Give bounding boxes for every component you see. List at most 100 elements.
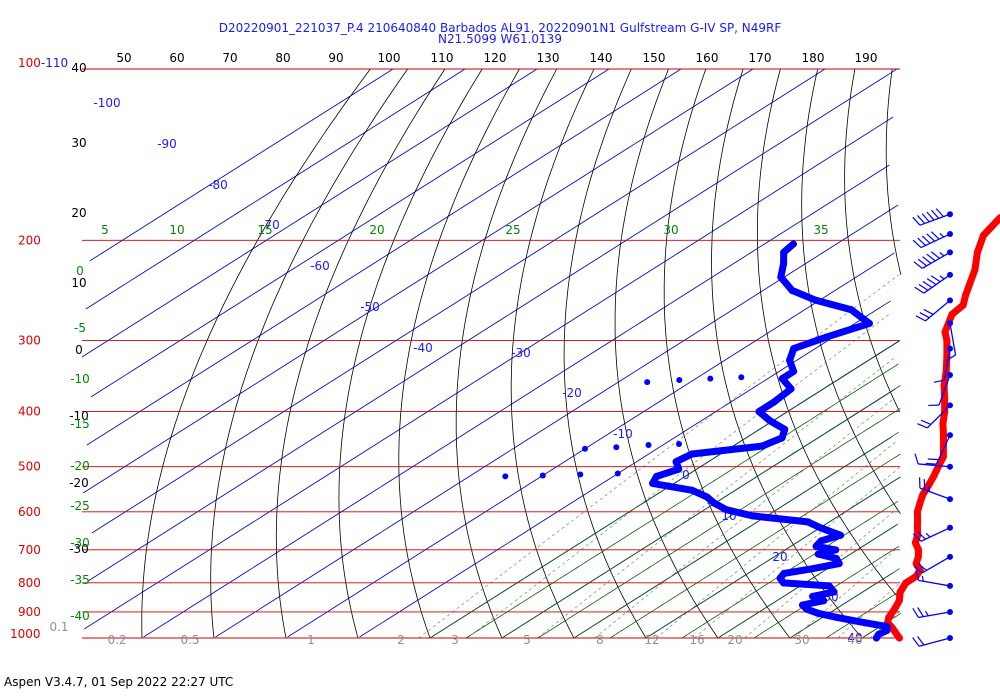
isotherm-line: [287, 252, 895, 638]
wind-barb-staff: [943, 348, 951, 381]
footer-version: Aspen V3.4.7, 01 Sep 2022 22:27 UTC: [4, 675, 234, 689]
mixing-ratio-line: [694, 466, 901, 639]
isotherm-line: [359, 300, 891, 638]
isotherm-label: -40: [413, 341, 433, 355]
top-scale-label: 110: [431, 51, 454, 65]
dry-adiabat-label: 40: [71, 61, 86, 75]
isotherm-line: [85, 68, 466, 310]
temperature-point: [930, 472, 938, 480]
wind-barb-half-flag: [939, 252, 945, 257]
mixing-ratio-line: [418, 274, 899, 639]
mixing-ratio-label: 20: [727, 633, 742, 647]
wind-barb: [933, 345, 953, 383]
wind-barb: [913, 249, 953, 269]
dewpoint-point: [809, 565, 817, 573]
wind-barb-flag: [921, 213, 930, 223]
wind-barb-flag: [917, 607, 924, 617]
wind-barb-staff: [919, 213, 951, 226]
wind-barb-flag: [930, 251, 940, 259]
wind-barb-half-flag: [921, 575, 924, 582]
wind-barb: [914, 453, 953, 470]
isotherm-line: [91, 68, 826, 534]
wind-barb-half-flag: [939, 275, 945, 280]
temperature-point: [941, 328, 949, 336]
temperature-point: [913, 524, 921, 532]
wind-barb-flag: [926, 211, 935, 221]
wind-barb-flag: [926, 253, 936, 262]
top-scale-label: 170: [749, 51, 772, 65]
top-scale-label: 190: [855, 51, 878, 65]
wind-barb-flag: [914, 286, 925, 294]
moist-left-label: -40: [70, 609, 90, 623]
moist-adiabat-label: 5: [101, 223, 109, 237]
wind-barb-station: [947, 271, 953, 278]
dewpoint-scatter-point: [644, 379, 651, 386]
isotherm-line: [86, 68, 682, 446]
dewpoint-profile-line: [649, 240, 891, 642]
dewpoint-point: [780, 260, 788, 268]
mixing-ratio-label: 3: [451, 633, 459, 647]
wind-barb-flag: [920, 419, 932, 425]
wind-barb: [917, 402, 953, 429]
mixing-ratio-line: [537, 356, 897, 639]
wind-barb-station: [947, 320, 953, 327]
temperature-point: [939, 420, 947, 428]
dry-adiabat-line: [210, 68, 408, 639]
dewpoint-point: [832, 555, 840, 562]
temperature-point: [914, 516, 922, 524]
dry-adiabat-line: [338, 68, 483, 639]
pressure-tick-label: 400: [18, 405, 41, 419]
temperature-point: [973, 248, 981, 256]
temperature-point: [924, 482, 932, 490]
top-scale-label: 120: [484, 51, 507, 65]
wind-barb-staff: [920, 527, 951, 542]
top-scale-label: 90: [328, 51, 343, 65]
dewpoint-point: [847, 306, 855, 314]
mixing-ratio-label: 12: [644, 633, 659, 647]
wind-barb-flag: [917, 423, 928, 429]
wind-barb-flag: [919, 312, 930, 319]
wind-barb-flag: [913, 261, 923, 269]
dewpoint-point: [786, 356, 794, 364]
isotherm-line: [82, 68, 754, 494]
dewpoint-scatter-point: [676, 377, 683, 383]
dewpoint-point: [812, 296, 820, 304]
moist-adiabat-line: [537, 408, 901, 639]
moist-adiabat-label: 25: [505, 223, 520, 237]
isotherm-line: [81, 68, 538, 358]
wind-barb-flag: [917, 237, 926, 246]
dewpoint-scatter-point: [539, 472, 546, 479]
dewpoint-scatter-point: [613, 444, 620, 451]
dewpoint-point: [777, 273, 785, 281]
pressure-tick-label: 800: [18, 576, 41, 590]
moist-adiabat-line: [645, 478, 898, 639]
dewpoint-point: [653, 472, 660, 480]
wind-barb-station: [947, 402, 953, 409]
dewpoint-point: [749, 512, 757, 520]
temperature-point: [902, 579, 910, 587]
temperature-point: [893, 630, 901, 638]
pressure-tick-label: 700: [18, 543, 41, 557]
wind-barb-flag: [930, 275, 941, 283]
top-scale-label: 70: [222, 51, 237, 65]
dewpoint-point: [875, 630, 883, 638]
dewpoint-point: [861, 619, 869, 627]
dewpoint-point: [780, 248, 788, 256]
dewpoint-point: [780, 569, 788, 577]
dewpoint-point: [787, 385, 795, 393]
pressure-tick-label: 300: [18, 333, 41, 347]
wind-barb-staff: [919, 487, 951, 500]
dewpoint-scatter-point: [577, 471, 584, 478]
wind-barb-station: [947, 582, 953, 589]
dry-adiabat-line: [141, 68, 371, 638]
mixing-ratio-line: [793, 546, 900, 639]
moist-adiabat-line: [501, 385, 901, 639]
moist-adiabat-label: 30: [663, 223, 678, 237]
dry-adiabat-line: [563, 68, 647, 639]
wind-barb-station: [947, 524, 953, 531]
mixing-ratio-label: 16: [689, 633, 704, 647]
wind-barb-staff: [926, 404, 951, 429]
wind-barb-station: [947, 297, 953, 304]
pressure-tick-label: 500: [18, 460, 41, 474]
